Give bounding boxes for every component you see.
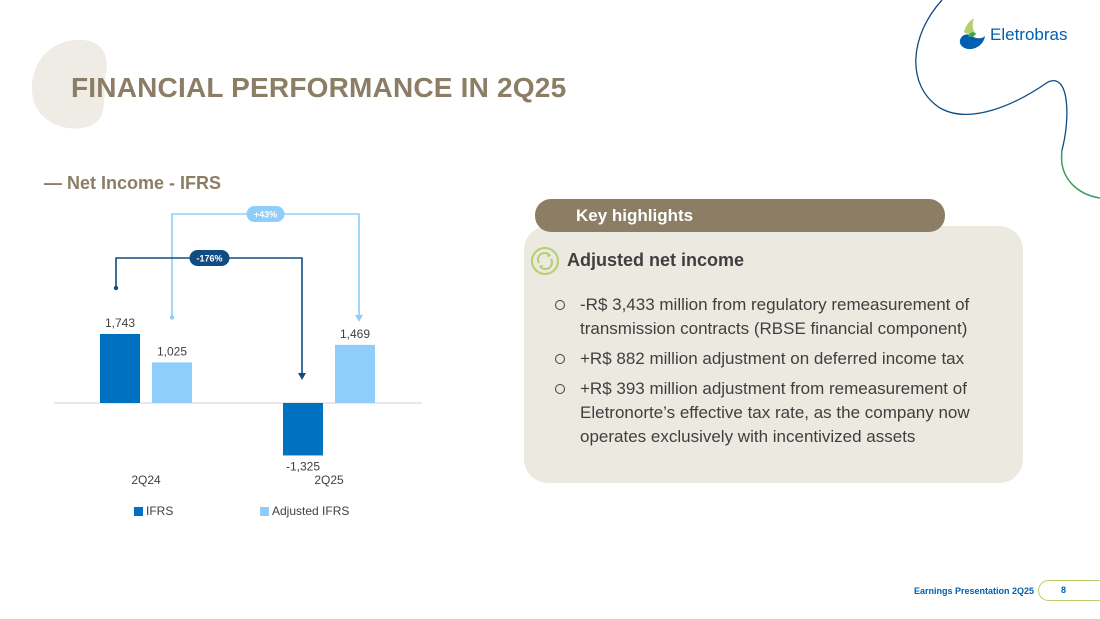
list-item: -R$ 3,433 million from regulatory remeas… — [555, 293, 1015, 341]
bullet-circle-icon — [555, 354, 565, 364]
bar-adjusted-ifrs-2q25 — [335, 344, 375, 403]
page-number: 8 — [1038, 580, 1100, 601]
legend-swatch-adjusted — [260, 506, 269, 516]
list-item: +R$ 393 million adjustment from remeasur… — [555, 377, 1015, 449]
data-label: 1,743 — [105, 316, 135, 330]
legend-label-ifrs: IFRS — [146, 504, 174, 518]
change-badge-label: +43% — [254, 210, 277, 220]
net-income-chart: 1,743 -1,325 1,025 1,469 2Q24 2Q25 +43% -176% — [54, 206, 422, 487]
arrow-head-adjusted — [355, 314, 363, 322]
data-label: 1,025 — [157, 344, 187, 358]
change-badge — [189, 250, 230, 266]
logo-text: Eletrobras — [990, 25, 1068, 44]
data-label: -1,325 — [286, 459, 320, 473]
key-highlights-header: Key highlights — [535, 199, 945, 232]
key-highlights-panel — [524, 226, 1023, 483]
bar-adjusted-ifrs-2q24 — [152, 362, 192, 403]
legend-label-adjusted: Adjusted IFRS — [272, 504, 350, 518]
legend-swatch-ifrs — [134, 506, 143, 516]
bullet-circle-icon — [555, 384, 565, 394]
highlights-list: -R$ 3,433 million from regulatory remeas… — [555, 293, 1015, 455]
bar-ifrs-2q24 — [100, 334, 140, 403]
arrow-head-ifrs — [298, 373, 306, 380]
refresh-cycle-icon — [531, 247, 559, 275]
page-title: FINANCIAL PERFORMANCE IN 2Q25 — [71, 72, 567, 103]
list-item: +R$ 882 million adjustment on deferred i… — [555, 347, 1015, 371]
legend-item-adjusted: Adjusted IFRS — [260, 504, 349, 518]
footer-text: Earnings Presentation 2Q25 — [914, 586, 1035, 596]
legend-item-ifrs: IFRS — [134, 504, 173, 518]
decorative-curve — [915, 0, 1100, 199]
category-label: 2Q24 — [131, 473, 161, 487]
list-item-text: -R$ 3,433 million from regulatory remeas… — [580, 295, 970, 338]
bullet-circle-icon — [555, 300, 565, 310]
change-badge-label: -176% — [196, 254, 222, 264]
category-label: 2Q25 — [314, 473, 344, 487]
eletrobras-logo: Eletrobras — [958, 18, 1067, 52]
list-item-text: +R$ 882 million adjustment on deferred i… — [580, 349, 965, 368]
data-label: 1,469 — [340, 327, 370, 341]
list-item-text: +R$ 393 million adjustment from remeasur… — [580, 379, 970, 446]
adjusted-net-income-title: Adjusted net income — [567, 250, 745, 270]
connector-ifrs — [115, 257, 303, 373]
section-title: — Net Income - IFRS — [44, 173, 222, 193]
connector-dot — [113, 285, 119, 291]
eletrobras-logo-icon — [959, 18, 985, 50]
title-decoration-blob — [32, 39, 107, 129]
bar-ifrs-2q25 — [283, 403, 323, 456]
connector-dot — [169, 315, 175, 320]
change-badge — [246, 206, 285, 222]
